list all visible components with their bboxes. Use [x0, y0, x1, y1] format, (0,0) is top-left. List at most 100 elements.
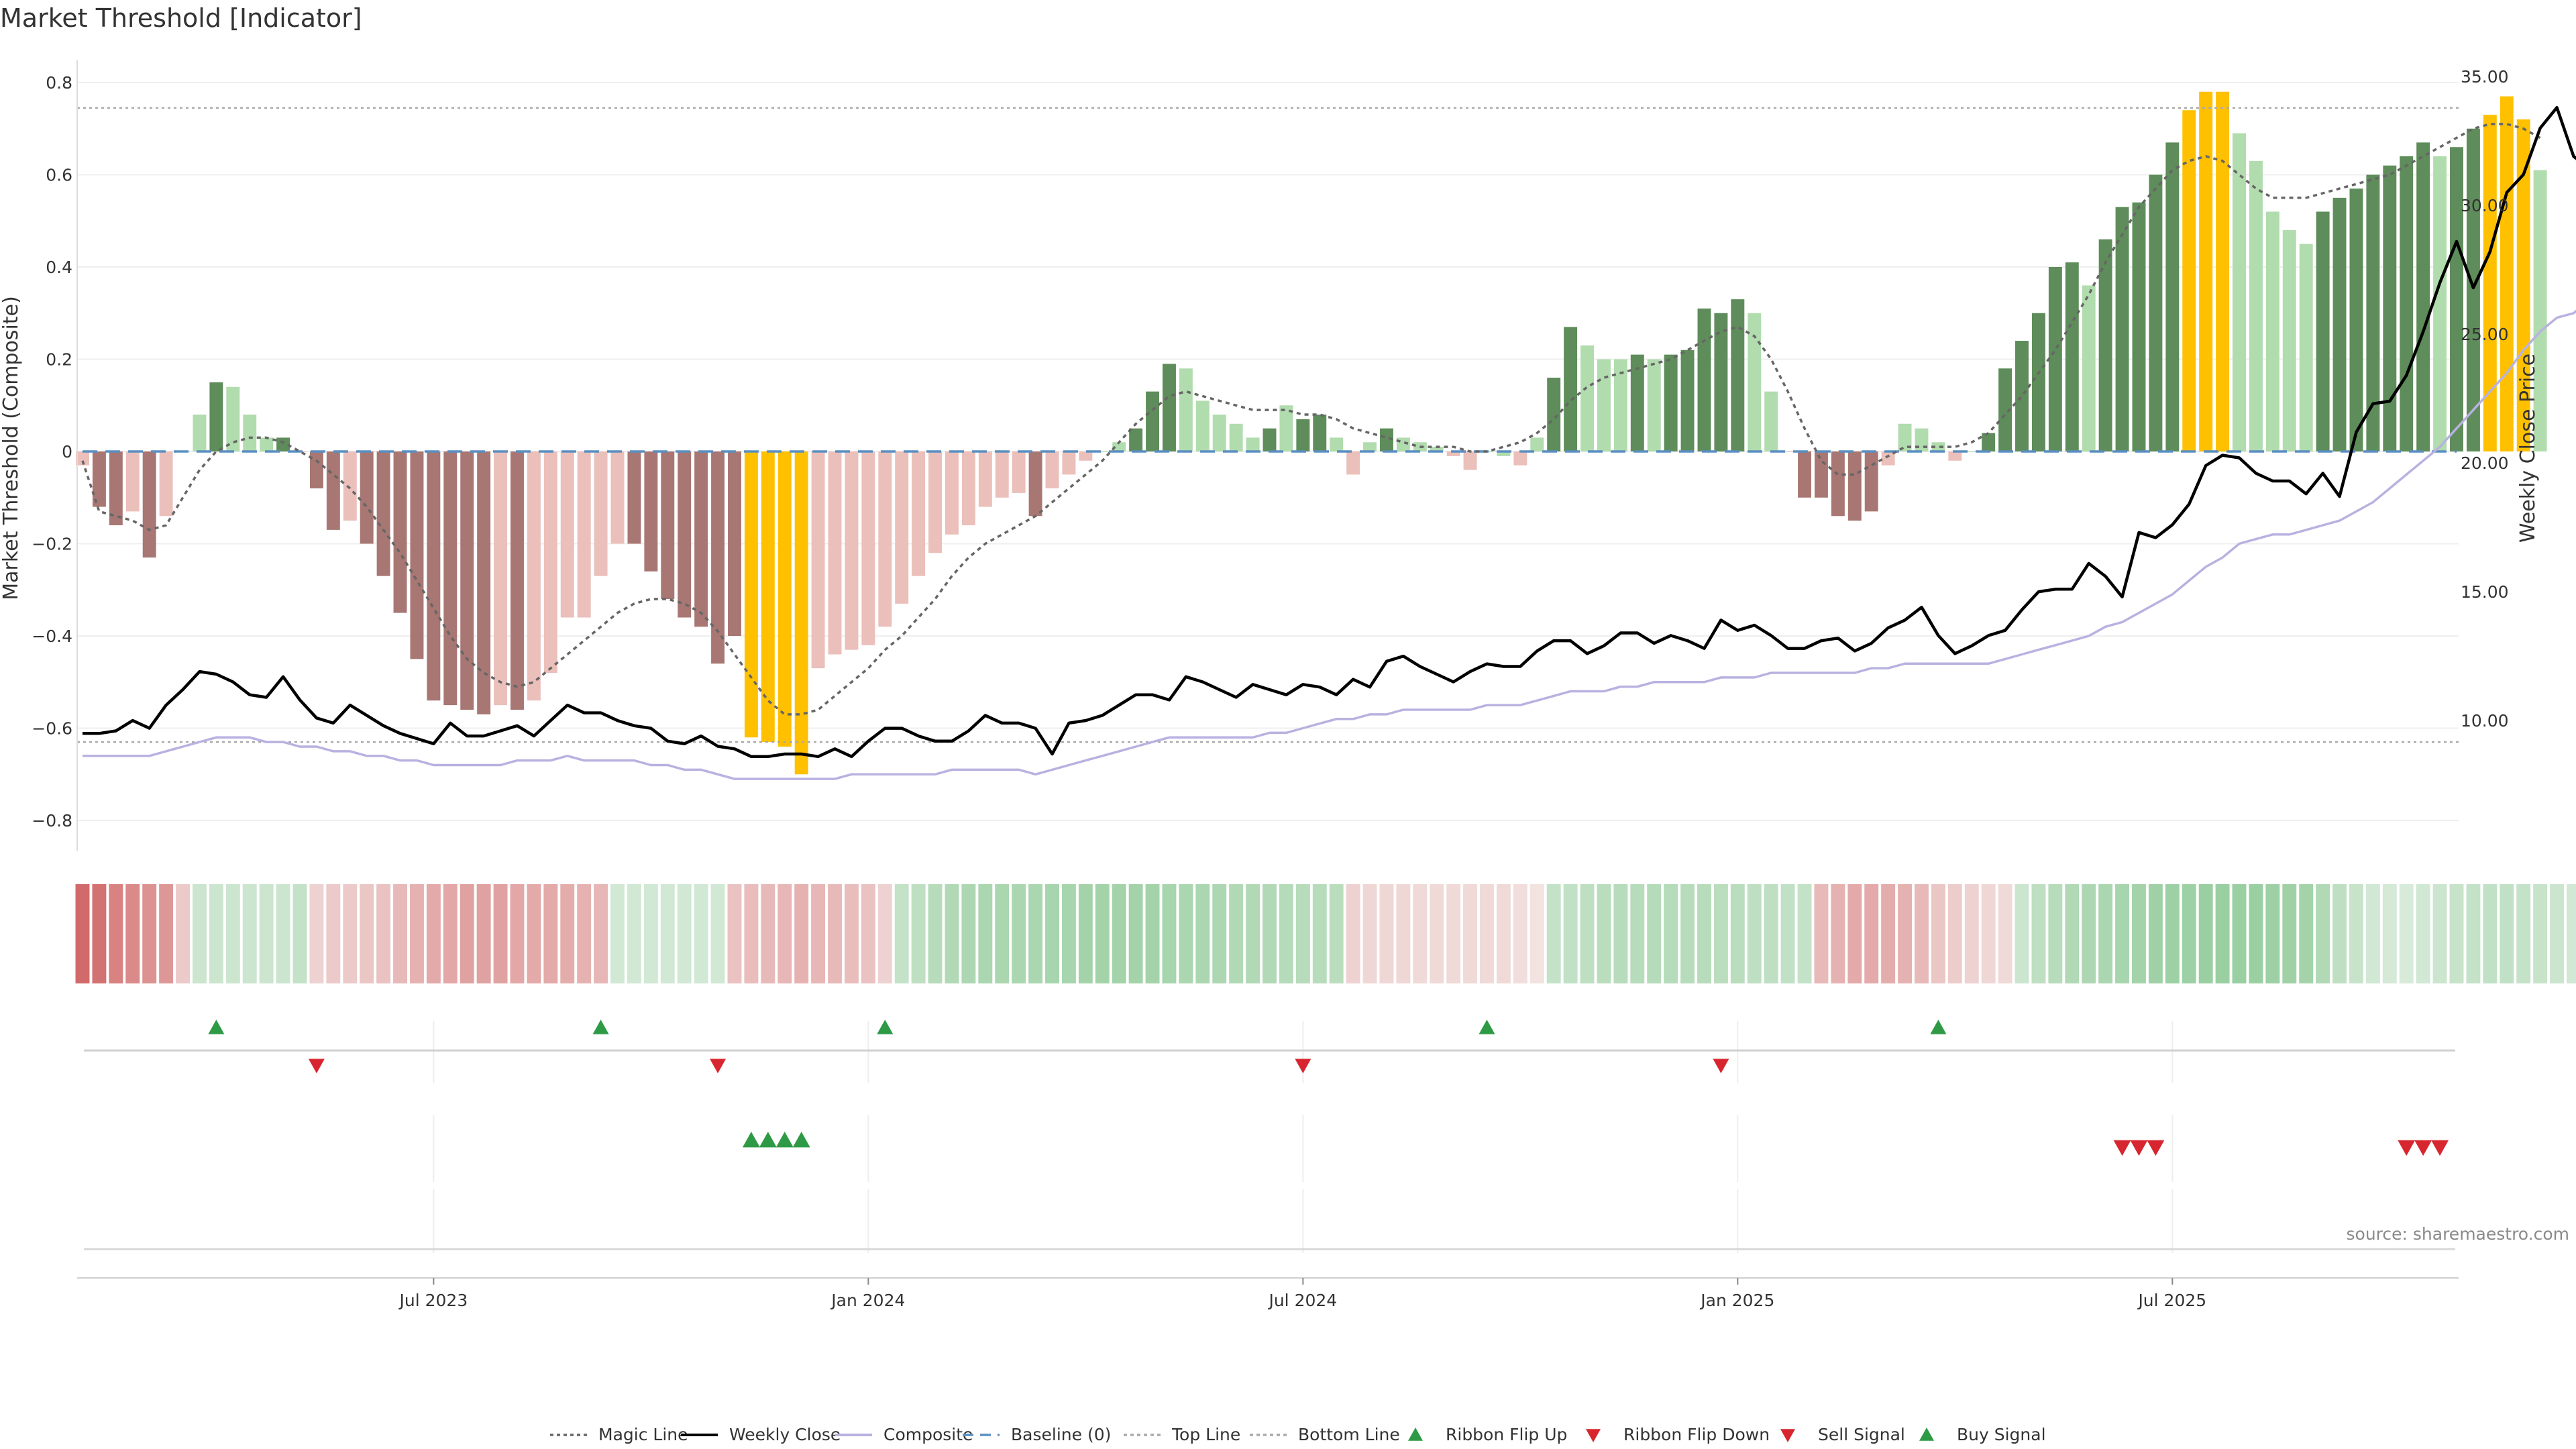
composite-bar — [1530, 437, 1544, 451]
ribbon-cell — [225, 884, 240, 983]
ribbon-flip-up-marker — [592, 1020, 609, 1034]
ribbon-cell — [1563, 884, 1578, 983]
composite-bar — [1831, 451, 1845, 517]
legend-label: Composite — [883, 1425, 973, 1444]
ribbon-cell — [2249, 884, 2263, 983]
composite-bar — [494, 451, 508, 706]
composite-bar — [610, 451, 625, 544]
composite-bar — [2483, 115, 2497, 451]
legend-item: Ribbon Flip Up — [1408, 1425, 1567, 1444]
left-tick-label: 0.4 — [46, 258, 72, 277]
composite-bar — [1263, 428, 1277, 451]
ribbon-cell — [1814, 884, 1829, 983]
composite-bar — [1379, 428, 1393, 451]
composite-bar — [560, 451, 574, 618]
ribbon-cell — [894, 884, 909, 983]
composite-bar — [125, 451, 140, 512]
ribbon-cell — [2165, 884, 2180, 983]
ribbon-cell — [426, 884, 441, 983]
composite-bar — [260, 437, 274, 451]
right-tick-label: 35.00 — [2461, 67, 2509, 87]
composite-bar — [1564, 327, 1578, 451]
ribbon-flip-down-marker — [1713, 1059, 1729, 1073]
composite-bar — [678, 451, 692, 618]
composite-bar — [2466, 128, 2480, 451]
sell-signal-marker — [2398, 1140, 2416, 1156]
composite-bar — [443, 451, 458, 706]
ribbon-cell — [995, 884, 1010, 983]
ribbon-cell — [1513, 884, 1527, 983]
ribbon-cell — [1430, 884, 1444, 983]
ribbon-cell — [309, 884, 324, 983]
composite-bar — [945, 451, 959, 535]
legend-item: Top Line — [1124, 1425, 1240, 1444]
ribbon-cell — [2399, 884, 2414, 983]
ribbon-cell — [1312, 884, 1327, 983]
composite-bar — [1998, 368, 2012, 451]
ribbon-flip-up-marker — [877, 1020, 894, 1034]
ribbon-cell — [2299, 884, 2314, 983]
composite-bar — [2433, 156, 2447, 451]
ribbon-cell — [1028, 884, 1043, 983]
composite-bar — [777, 451, 792, 747]
ribbon-flip-down-marker — [308, 1059, 325, 1073]
legend-label: Sell Signal — [1818, 1425, 1905, 1444]
composite-bar — [627, 451, 641, 544]
ribbon-cell — [2566, 884, 2576, 983]
composite-bar — [2316, 211, 2330, 451]
composite-bar — [2516, 119, 2530, 451]
composite-bar — [961, 451, 975, 525]
magic-line — [81, 123, 2541, 716]
composite-bar — [1697, 308, 1711, 451]
composite-bar — [1162, 364, 1176, 451]
ribbon-cell — [109, 884, 123, 983]
ribbon-cell — [978, 884, 993, 983]
ribbon-cell — [476, 884, 491, 983]
ribbon-flip-up-marker — [1479, 1020, 1495, 1034]
ribbon-cell — [1630, 884, 1645, 983]
composite-bar — [326, 451, 340, 530]
ribbon-cell — [2466, 884, 2481, 983]
composite-bar — [393, 451, 407, 613]
chart-title: Market Threshold [Indicator] — [0, 3, 362, 33]
ribbon-cell — [1831, 884, 1845, 983]
ribbon-cell — [577, 884, 592, 983]
weekly-close-line — [83, 106, 2576, 759]
ribbon-cell — [1195, 884, 1210, 983]
ribbon-cell — [1981, 884, 1996, 983]
composite-bar — [995, 451, 1009, 498]
ribbon-cell — [1279, 884, 1293, 983]
legend-item: Composite — [835, 1425, 973, 1444]
legend-item: Sell Signal — [1780, 1425, 1905, 1444]
ribbon-cell — [961, 884, 976, 983]
ribbon-cell — [2182, 884, 2196, 983]
ribbon-cell — [527, 884, 541, 983]
overlay-lines — [77, 106, 2576, 780]
composite-bar — [2115, 207, 2129, 451]
ribbon-cell — [2098, 884, 2113, 983]
composite-bar — [460, 451, 474, 710]
composite-bar — [2299, 244, 2313, 451]
legend-swatch — [1586, 1429, 1601, 1442]
ribbon-cell — [409, 884, 424, 983]
composite-bar — [2233, 133, 2246, 451]
sell-signal-marker — [2147, 1140, 2165, 1156]
composite-bar — [2416, 142, 2430, 451]
ribbon-cell — [1764, 884, 1778, 983]
composite-bar — [142, 451, 156, 558]
composite-bar — [2082, 285, 2096, 451]
composite-bar — [878, 451, 892, 627]
ribbon-cell — [1613, 884, 1628, 983]
legend-swatch — [1780, 1429, 1795, 1442]
ribbon-cell — [75, 884, 90, 983]
composite-bar — [2015, 341, 2029, 451]
composite-bar — [1864, 451, 1878, 512]
right-tick-label: 25.00 — [2461, 325, 2509, 344]
ribbon-cell — [276, 884, 290, 983]
ribbon-cell — [1095, 884, 1110, 983]
ribbon-cell — [928, 884, 943, 983]
composite-bar — [895, 451, 909, 604]
composite-bar — [728, 451, 741, 636]
composite-bar — [1731, 299, 1745, 451]
composite-bar — [811, 451, 825, 669]
